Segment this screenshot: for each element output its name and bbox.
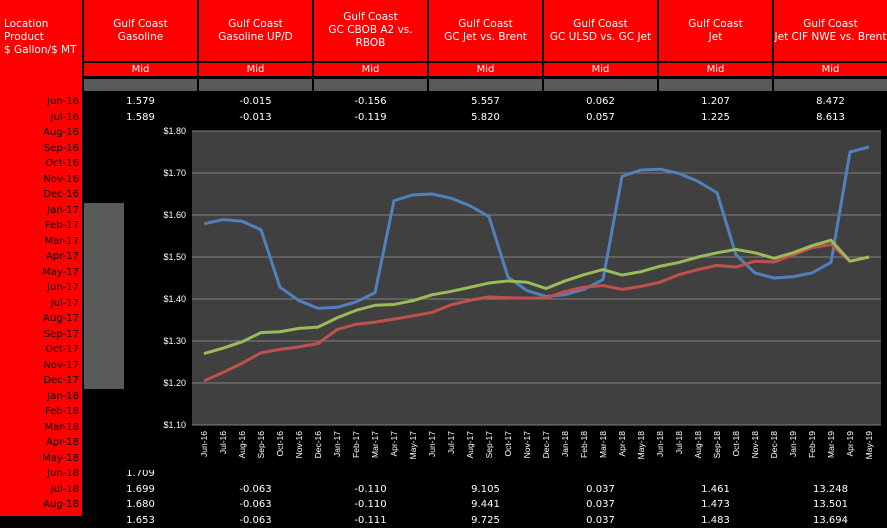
table-cell: -0.063 — [199, 497, 312, 513]
x-tick-label: Apr-18 — [617, 431, 627, 457]
table-cell: -0.156 — [314, 94, 427, 110]
y-tick-label: $1.80 — [163, 126, 186, 136]
x-tick-label: Nov-16 — [294, 431, 304, 459]
table-cell: 1.653 — [84, 513, 197, 528]
x-tick-label: Apr-17 — [389, 431, 399, 457]
x-tick-label: Mar-18 — [598, 431, 608, 458]
y-tick-label: $1.50 — [163, 252, 186, 262]
x-tick-label: Feb-18 — [579, 431, 589, 458]
x-tick-label: Oct-16 — [275, 431, 285, 457]
table-cell: 13.248 — [774, 482, 887, 498]
x-tick-label: Dec-16 — [313, 431, 323, 459]
table-cell: 0.037 — [544, 497, 657, 513]
x-tick-label: Jan-19 — [788, 431, 798, 457]
x-tick-label: Sep-17 — [484, 431, 494, 459]
table-cell: 1.680 — [84, 497, 197, 513]
table-cell: 9.441 — [429, 497, 542, 513]
table-cell: 0.037 — [544, 513, 657, 528]
table-cell: -0.015 — [199, 94, 312, 110]
x-tick-label: Feb-19 — [807, 431, 817, 458]
x-tick-label: Jan-17 — [332, 431, 342, 457]
table-cell: 1.483 — [659, 513, 772, 528]
x-tick-label: Nov-17 — [522, 431, 532, 459]
price-chart: $1.10 $1.20 $1.30 $1.40 $1.50 $1.60 $1.70 $1.80… — [124, 121, 887, 470]
table-cell: 1.579 — [84, 94, 197, 110]
table-cell: 0.062 — [544, 94, 657, 110]
table-cell: 1.461 — [659, 482, 772, 498]
x-tick-label: Jun-17 — [427, 431, 437, 457]
y-tick-label: $1.20 — [163, 378, 186, 388]
table-cell: -0.110 — [314, 497, 427, 513]
x-tick-label: Sep-16 — [256, 431, 266, 459]
x-tick-label: May-18 — [636, 431, 646, 460]
x-tick-label: Jul-17 — [446, 431, 456, 454]
table-cell: 1.207 — [659, 94, 772, 110]
x-tick-label: May-19 — [864, 431, 874, 460]
x-tick-label: Jun-18 — [655, 431, 665, 457]
table-cell: 9.725 — [429, 513, 542, 528]
table-cell: 8.472 — [774, 94, 887, 110]
table-cell: 5.557 — [429, 94, 542, 110]
x-tick-label: Apr-19 — [845, 431, 855, 457]
table-cell: 0.037 — [544, 482, 657, 498]
table-cell: -0.110 — [314, 482, 427, 498]
table-cell: 1.473 — [659, 497, 772, 513]
y-tick-label: $1.60 — [163, 210, 186, 220]
x-tick-label: Jan-18 — [560, 431, 570, 457]
x-tick-label: Jul-18 — [674, 431, 684, 454]
x-tick-label: Jul-16 — [218, 431, 228, 454]
table-cell: 1.699 — [84, 482, 197, 498]
y-tick-label: $1.40 — [163, 294, 186, 304]
x-tick-label: Mar-17 — [370, 431, 380, 458]
x-tick-label: Sep-18 — [712, 431, 722, 459]
table-cell: 9.105 — [429, 482, 542, 498]
x-tick-label: Aug-18 — [693, 431, 703, 459]
y-tick-label: $1.30 — [163, 336, 186, 346]
table-cell: 13.694 — [774, 513, 887, 528]
y-tick-label: $1.10 — [163, 420, 186, 430]
table-cell: -0.063 — [199, 513, 312, 528]
table-cell: 13.501 — [774, 497, 887, 513]
x-tick-label: Feb-17 — [351, 431, 361, 458]
x-tick-label: Mar-19 — [826, 431, 836, 458]
x-tick-label: Oct-18 — [731, 431, 741, 457]
y-tick-label: $1.70 — [163, 168, 186, 178]
x-tick-label: Dec-17 — [541, 431, 551, 459]
x-tick-label: Jun-16 — [199, 431, 209, 457]
table-cell: -0.111 — [314, 513, 427, 528]
table-cell: -0.063 — [199, 482, 312, 498]
x-tick-label: Oct-17 — [503, 431, 513, 457]
x-tick-label: Dec-18 — [769, 431, 779, 459]
x-tick-label: Aug-16 — [237, 431, 247, 459]
x-tick-label: Aug-17 — [465, 431, 475, 459]
x-tick-label: Nov-18 — [750, 431, 760, 459]
x-tick-label: May-17 — [408, 431, 418, 460]
line-chart: $1.10 $1.20 $1.30 $1.40 $1.50 $1.60 $1.70 $1.80… — [124, 121, 887, 470]
